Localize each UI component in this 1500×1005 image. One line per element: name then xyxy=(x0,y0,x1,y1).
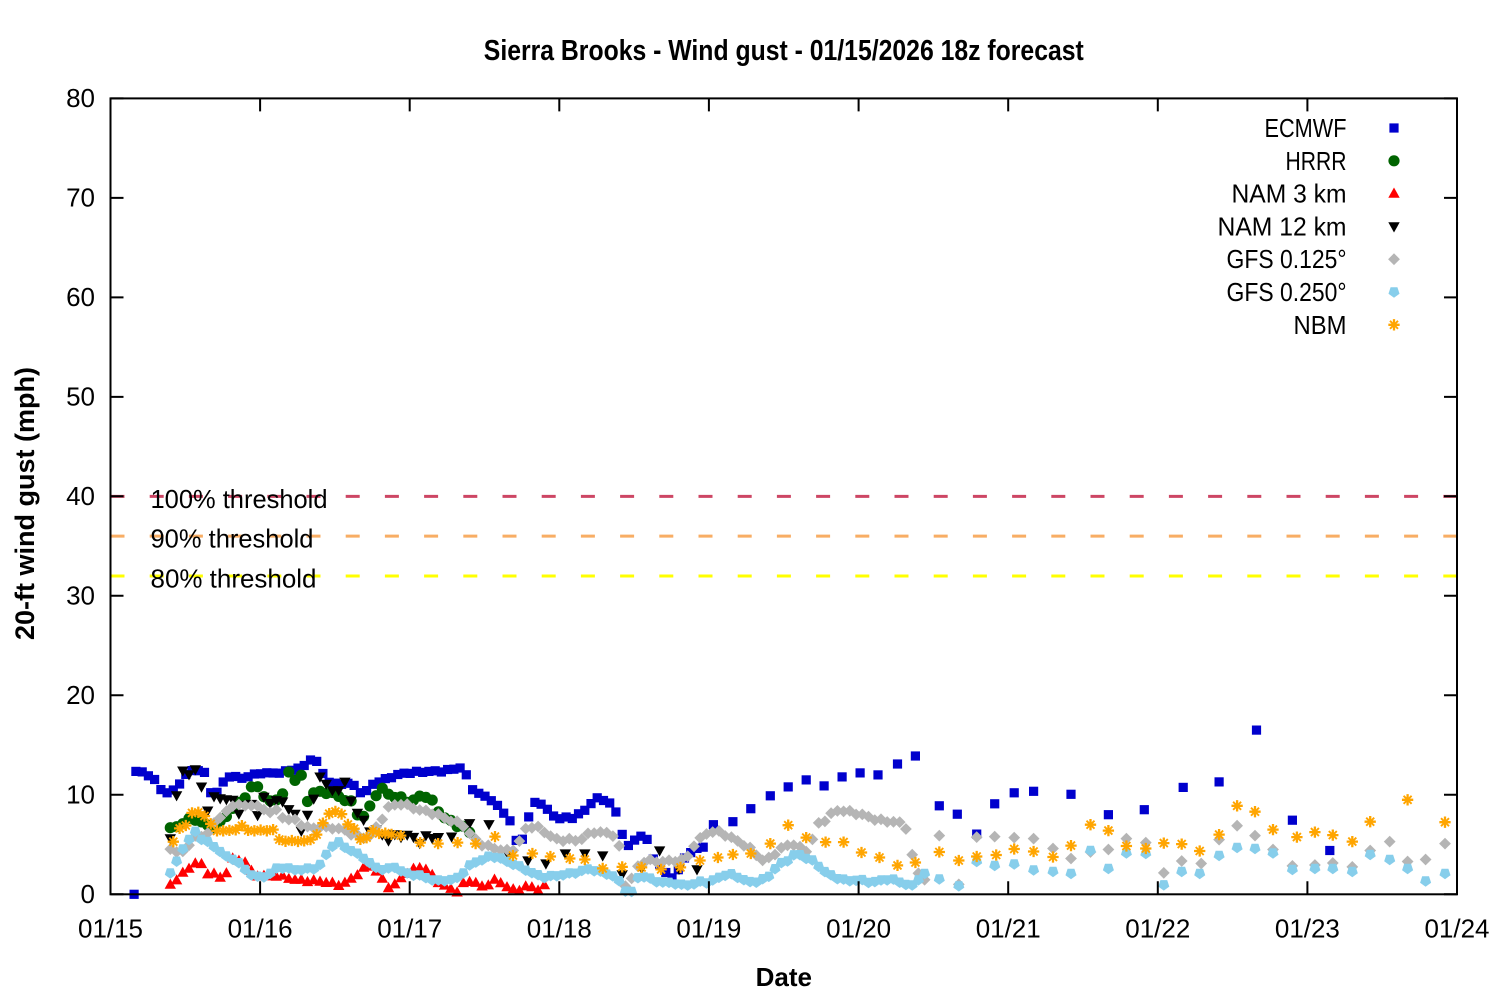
svg-text:01/15: 01/15 xyxy=(78,914,143,944)
svg-text:50: 50 xyxy=(66,382,95,412)
svg-text:10: 10 xyxy=(66,780,95,810)
svg-text:01/21: 01/21 xyxy=(976,914,1041,944)
svg-text:01/20: 01/20 xyxy=(826,914,891,944)
svg-text:70: 70 xyxy=(66,183,95,213)
svg-text:NAM 3 km: NAM 3 km xyxy=(1232,179,1347,209)
svg-text:01/24: 01/24 xyxy=(1425,914,1490,944)
svg-text:80% threshold: 80% threshold xyxy=(151,563,317,593)
svg-text:30: 30 xyxy=(66,581,95,611)
svg-text:01/22: 01/22 xyxy=(1125,914,1190,944)
svg-text:60: 60 xyxy=(66,282,95,312)
svg-text:80: 80 xyxy=(66,83,95,113)
svg-text:01/16: 01/16 xyxy=(228,914,293,944)
svg-text:0: 0 xyxy=(81,879,95,909)
svg-text:40: 40 xyxy=(66,481,95,511)
svg-text:NBM: NBM xyxy=(1294,310,1347,340)
svg-text:01/18: 01/18 xyxy=(527,914,592,944)
svg-text:HRRR: HRRR xyxy=(1286,146,1347,176)
svg-text:100% threshold: 100% threshold xyxy=(151,484,328,514)
svg-text:90% threshold: 90% threshold xyxy=(151,524,314,554)
svg-text:20-ft wind gust (mph): 20-ft wind gust (mph) xyxy=(10,367,40,640)
svg-text:ECMWF: ECMWF xyxy=(1265,113,1347,143)
svg-text:01/17: 01/17 xyxy=(377,914,442,944)
svg-text:01/23: 01/23 xyxy=(1275,914,1340,944)
svg-text:GFS 0.125°: GFS 0.125° xyxy=(1227,244,1347,274)
svg-text:Sierra Brooks - Wind gust - 01: Sierra Brooks - Wind gust - 01/15/2026 1… xyxy=(484,35,1084,67)
svg-text:GFS 0.250°: GFS 0.250° xyxy=(1227,277,1347,307)
svg-text:01/19: 01/19 xyxy=(676,914,741,944)
svg-text:NAM 12 km: NAM 12 km xyxy=(1218,211,1347,241)
svg-text:Date: Date xyxy=(756,962,812,992)
svg-text:20: 20 xyxy=(66,680,95,710)
